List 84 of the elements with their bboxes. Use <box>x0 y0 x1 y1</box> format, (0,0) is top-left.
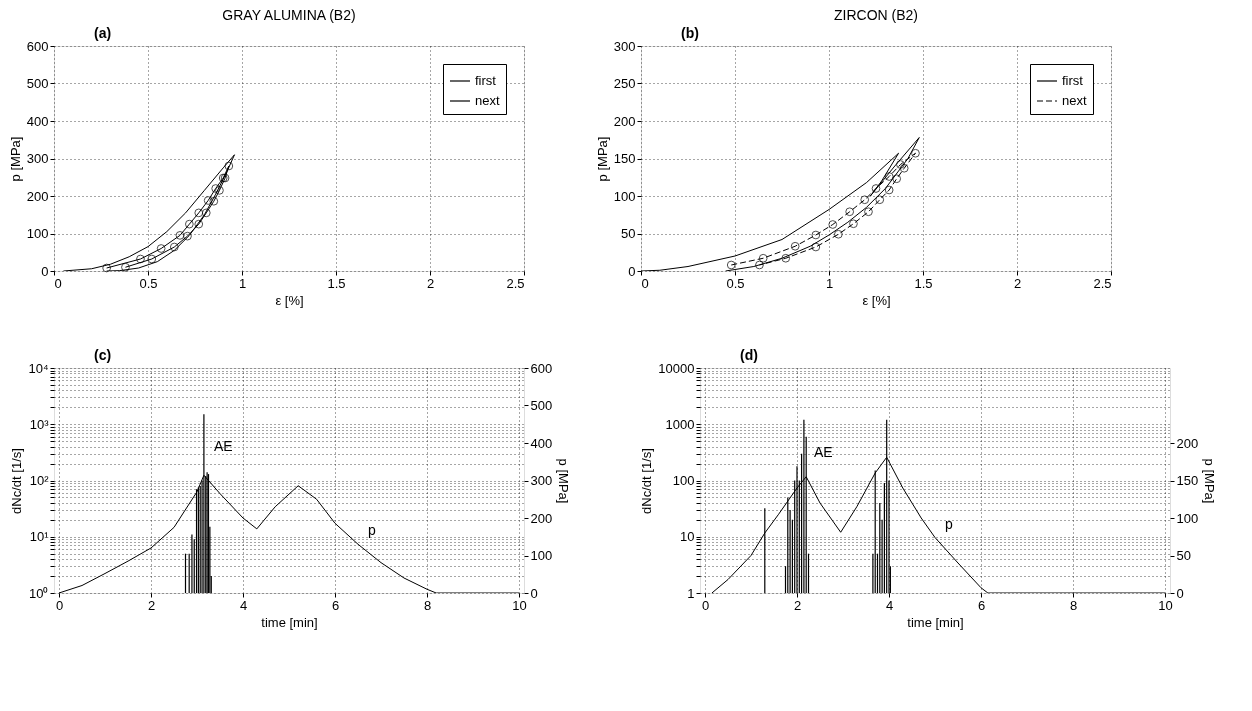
y-tick-label: 1000 <box>665 416 695 432</box>
y-tick-label: 10⁴ <box>28 360 49 376</box>
x-tick-label: 6 <box>331 597 340 613</box>
y-tick-label: 100 <box>26 226 49 241</box>
y2-tick-label: 50 <box>1176 548 1191 563</box>
y2-tick-label: 0 <box>530 585 538 601</box>
chart-title: GRAY ALUMINA (B2) <box>222 7 356 23</box>
y-tick-label: 10000 <box>658 360 695 376</box>
x-tick-label: 2 <box>1013 275 1022 291</box>
x-tick-label: 4 <box>885 597 894 613</box>
y-axis-title: p [MPa] <box>594 136 610 182</box>
x-axis-title: time [min] <box>907 614 964 630</box>
y-tick-label: 300 <box>26 151 49 166</box>
y-tick-label: 10⁰ <box>29 585 49 601</box>
series-label: AE <box>813 443 833 460</box>
y2-tick-label: 0 <box>1176 585 1184 601</box>
x-tick-label: 0 <box>701 597 710 613</box>
x-tick-label: 10 <box>512 597 527 613</box>
legend-label: next <box>475 93 500 108</box>
y-tick-label: 100 <box>672 473 695 488</box>
y-tick-label: 10 <box>680 529 695 545</box>
y-tick-label: 600 <box>26 38 49 54</box>
x-tick-label: 8 <box>1069 597 1078 613</box>
x-tick-label: 2.5 <box>1093 275 1112 291</box>
text: (c) <box>94 347 112 363</box>
y-tick-label: 0 <box>628 263 636 279</box>
y-tick-label: 150 <box>613 151 636 166</box>
text: (d) <box>740 347 758 363</box>
legend-label: next <box>1062 93 1087 108</box>
x-axis-title: ε [%] <box>862 292 891 308</box>
series-label: AE <box>213 438 233 455</box>
x-tick-label: 6 <box>977 597 986 613</box>
x-tick-label: 0.5 <box>139 275 158 291</box>
y2-tick-label: 200 <box>530 510 553 526</box>
x-tick-label: 1.5 <box>327 275 346 291</box>
x-tick-label: 2 <box>793 597 802 613</box>
y2-tick-label: 400 <box>530 435 553 451</box>
y2-tick-label: 500 <box>530 398 553 413</box>
y-tick-label: 400 <box>26 113 49 129</box>
x-tick-label: 2 <box>147 597 156 613</box>
y-tick-label: 200 <box>613 113 636 129</box>
y-tick-label: 200 <box>26 188 49 204</box>
y2-tick-label: 100 <box>1176 510 1199 526</box>
y-axis-title: dNc/dt [1/s] <box>9 448 25 514</box>
y2-tick-label: 600 <box>530 360 553 376</box>
chart-title: ZIRCON (B2) <box>834 7 918 23</box>
y-tick-label: 100 <box>613 188 636 204</box>
y-tick-label: 0 <box>41 263 49 279</box>
x-tick-label: 0 <box>641 275 649 291</box>
x-tick-label: 8 <box>423 597 432 613</box>
y-tick-label: 250 <box>613 76 636 91</box>
x-axis-title: ε [%] <box>275 292 304 308</box>
series-label: p <box>945 515 953 532</box>
x-tick-label: 1.5 <box>914 275 933 291</box>
y2-axis-title: p [MPa] <box>1202 458 1218 504</box>
x-tick-label: 0 <box>55 597 64 613</box>
y2-tick-label: 150 <box>1176 473 1199 488</box>
x-tick-label: 2 <box>426 275 435 291</box>
y-tick-label: 50 <box>621 226 636 241</box>
x-tick-label: 4 <box>239 597 248 613</box>
x-tick-label: 0 <box>54 275 62 291</box>
y-tick-label: 10² <box>29 473 50 488</box>
series-label: p <box>368 522 376 539</box>
legend-label: first <box>1062 73 1084 88</box>
x-tick-label: 0.5 <box>726 275 745 291</box>
text: (a) <box>94 25 112 41</box>
y-axis-title: p [MPa] <box>7 136 23 182</box>
y2-axis-title: p [MPa] <box>556 458 572 504</box>
x-tick-label: 10 <box>1158 597 1173 613</box>
y-tick-label: 10¹ <box>29 529 50 545</box>
y-tick-label: 300 <box>613 38 636 54</box>
x-tick-label: 2.5 <box>506 275 525 291</box>
x-axis-title: time [min] <box>261 614 318 630</box>
x-tick-label: 1 <box>825 275 834 291</box>
y-tick-label: 500 <box>26 76 49 91</box>
y2-tick-label: 200 <box>1176 435 1199 451</box>
legend-label: first <box>475 73 497 88</box>
x-tick-label: 1 <box>238 275 247 291</box>
y-axis-title: dNc/dt [1/s] <box>639 448 655 514</box>
y2-tick-label: 300 <box>530 473 553 488</box>
y-tick-label: 1 <box>687 585 695 601</box>
y-tick-label: 10³ <box>29 416 50 432</box>
text: (b) <box>681 25 699 41</box>
y2-tick-label: 100 <box>530 548 553 563</box>
